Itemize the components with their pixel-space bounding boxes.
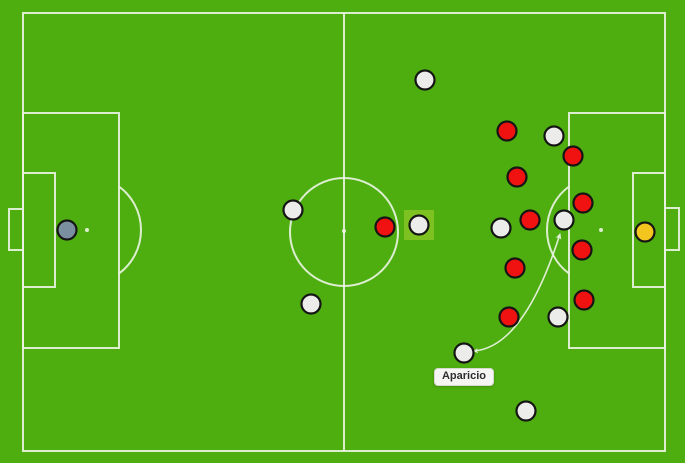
goalkeeper-marker-red-team[interactable]: [634, 221, 656, 243]
player-marker-red-team[interactable]: [506, 166, 528, 188]
player-marker-white-team[interactable]: [543, 125, 565, 147]
pass-layer: [473, 233, 562, 354]
player-marker-red-team[interactable]: [374, 216, 396, 238]
goal-left: [8, 208, 24, 251]
center-spot: [342, 229, 346, 233]
player-marker-red-team[interactable]: [504, 257, 526, 279]
player-marker-white-team[interactable]: [300, 293, 322, 315]
player-marker-white-team[interactable]: [553, 209, 575, 231]
goal-area-left: [22, 172, 56, 288]
player-marker-red-team[interactable]: [572, 192, 594, 214]
player-marker-white-team[interactable]: [408, 214, 430, 236]
penalty-arc-left: [118, 185, 142, 275]
player-marker-red-team[interactable]: [562, 145, 584, 167]
penalty-spot-right: [599, 228, 603, 232]
player-marker-white-team[interactable]: [515, 400, 537, 422]
penalty-spot-left: [85, 228, 89, 232]
player-marker-white-team[interactable]: [282, 199, 304, 221]
goal-right: [664, 207, 680, 251]
player-name-label: Aparicio: [433, 368, 495, 386]
player-marker-red-team[interactable]: [519, 209, 541, 231]
player-marker-red-team[interactable]: [573, 289, 595, 311]
players-layer: [56, 69, 656, 422]
player-marker-white-team[interactable]: [414, 69, 436, 91]
player-marker-white-team[interactable]: [453, 342, 475, 364]
pass-trajectory: [473, 233, 562, 354]
player-marker-white-team[interactable]: [490, 217, 512, 239]
player-marker-white-team[interactable]: [547, 306, 569, 328]
player-marker-red-team[interactable]: [498, 306, 520, 328]
player-marker-red-team[interactable]: [496, 120, 518, 142]
goalkeeper-marker-white-team[interactable]: [56, 219, 78, 241]
center-circle: [289, 177, 399, 287]
player-marker-red-team[interactable]: [571, 239, 593, 261]
